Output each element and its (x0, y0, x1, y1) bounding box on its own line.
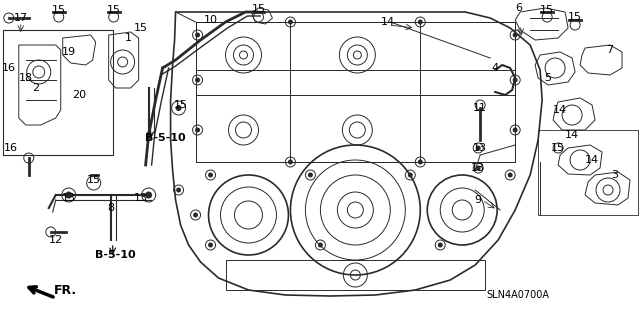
Text: 8: 8 (107, 203, 114, 213)
Text: 5: 5 (545, 73, 552, 83)
Circle shape (288, 19, 293, 25)
Circle shape (288, 160, 293, 165)
Text: 15: 15 (252, 4, 266, 14)
Circle shape (208, 173, 213, 177)
Text: 16: 16 (4, 143, 18, 153)
Text: 15: 15 (568, 12, 582, 22)
Text: 14: 14 (585, 155, 599, 165)
Text: 14: 14 (565, 130, 579, 140)
Circle shape (513, 33, 518, 38)
Text: 3: 3 (612, 170, 618, 180)
Circle shape (513, 128, 518, 132)
Circle shape (318, 242, 323, 248)
Circle shape (418, 19, 423, 25)
Circle shape (195, 128, 200, 132)
Circle shape (308, 173, 313, 177)
Text: 10: 10 (204, 15, 218, 25)
Text: 2: 2 (32, 83, 39, 93)
Text: 18: 18 (19, 73, 33, 83)
Text: 13: 13 (134, 193, 148, 203)
Text: SLN4A0700A: SLN4A0700A (486, 290, 550, 300)
Circle shape (438, 242, 443, 248)
Circle shape (195, 78, 200, 83)
Bar (196, 22, 515, 162)
Text: 14: 14 (381, 17, 396, 27)
Text: 16: 16 (2, 63, 16, 73)
Text: 7: 7 (607, 45, 614, 55)
Text: 1: 1 (125, 33, 132, 43)
Text: 15: 15 (551, 143, 565, 153)
Circle shape (418, 160, 423, 165)
Text: 13: 13 (471, 163, 485, 173)
Text: 15: 15 (86, 175, 100, 185)
Text: 19: 19 (61, 47, 76, 57)
Circle shape (195, 33, 200, 38)
Text: 20: 20 (72, 90, 86, 100)
Text: 15: 15 (134, 23, 148, 33)
Circle shape (193, 212, 198, 218)
Circle shape (476, 166, 481, 170)
Circle shape (175, 105, 182, 111)
Circle shape (145, 191, 152, 198)
Text: 14: 14 (553, 105, 567, 115)
Text: 15: 15 (540, 5, 554, 15)
Text: 11: 11 (473, 103, 487, 113)
Text: 15: 15 (52, 5, 66, 15)
Text: 9: 9 (475, 195, 482, 205)
Text: FR.: FR. (54, 284, 77, 296)
Circle shape (208, 242, 213, 248)
Text: 13: 13 (61, 193, 76, 203)
Text: 15: 15 (173, 100, 188, 110)
Bar (3, 30, 113, 155)
Text: 6: 6 (516, 3, 523, 13)
Circle shape (408, 173, 413, 177)
Text: B-5-10: B-5-10 (95, 250, 136, 260)
Text: 13: 13 (473, 143, 487, 153)
Circle shape (508, 173, 513, 177)
Text: B-5-10: B-5-10 (145, 133, 186, 143)
Text: 4: 4 (492, 63, 499, 73)
Circle shape (176, 188, 181, 192)
Circle shape (476, 145, 481, 151)
Circle shape (65, 191, 72, 198)
Circle shape (513, 78, 518, 83)
Bar (225, 260, 485, 290)
Text: 12: 12 (49, 235, 63, 245)
Bar (538, 130, 638, 215)
Text: 17: 17 (13, 13, 28, 23)
Text: 15: 15 (107, 5, 121, 15)
